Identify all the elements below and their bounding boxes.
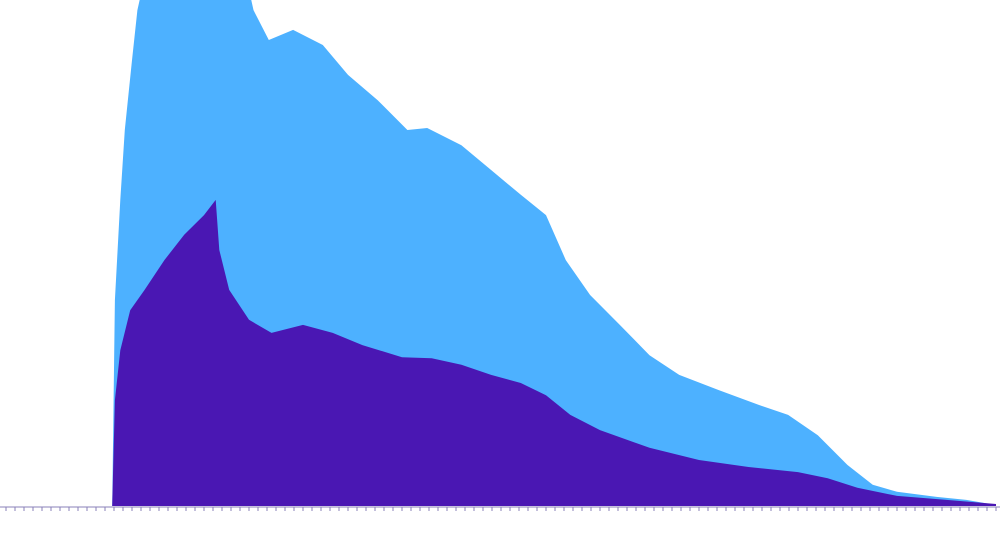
area [112,199,996,506]
